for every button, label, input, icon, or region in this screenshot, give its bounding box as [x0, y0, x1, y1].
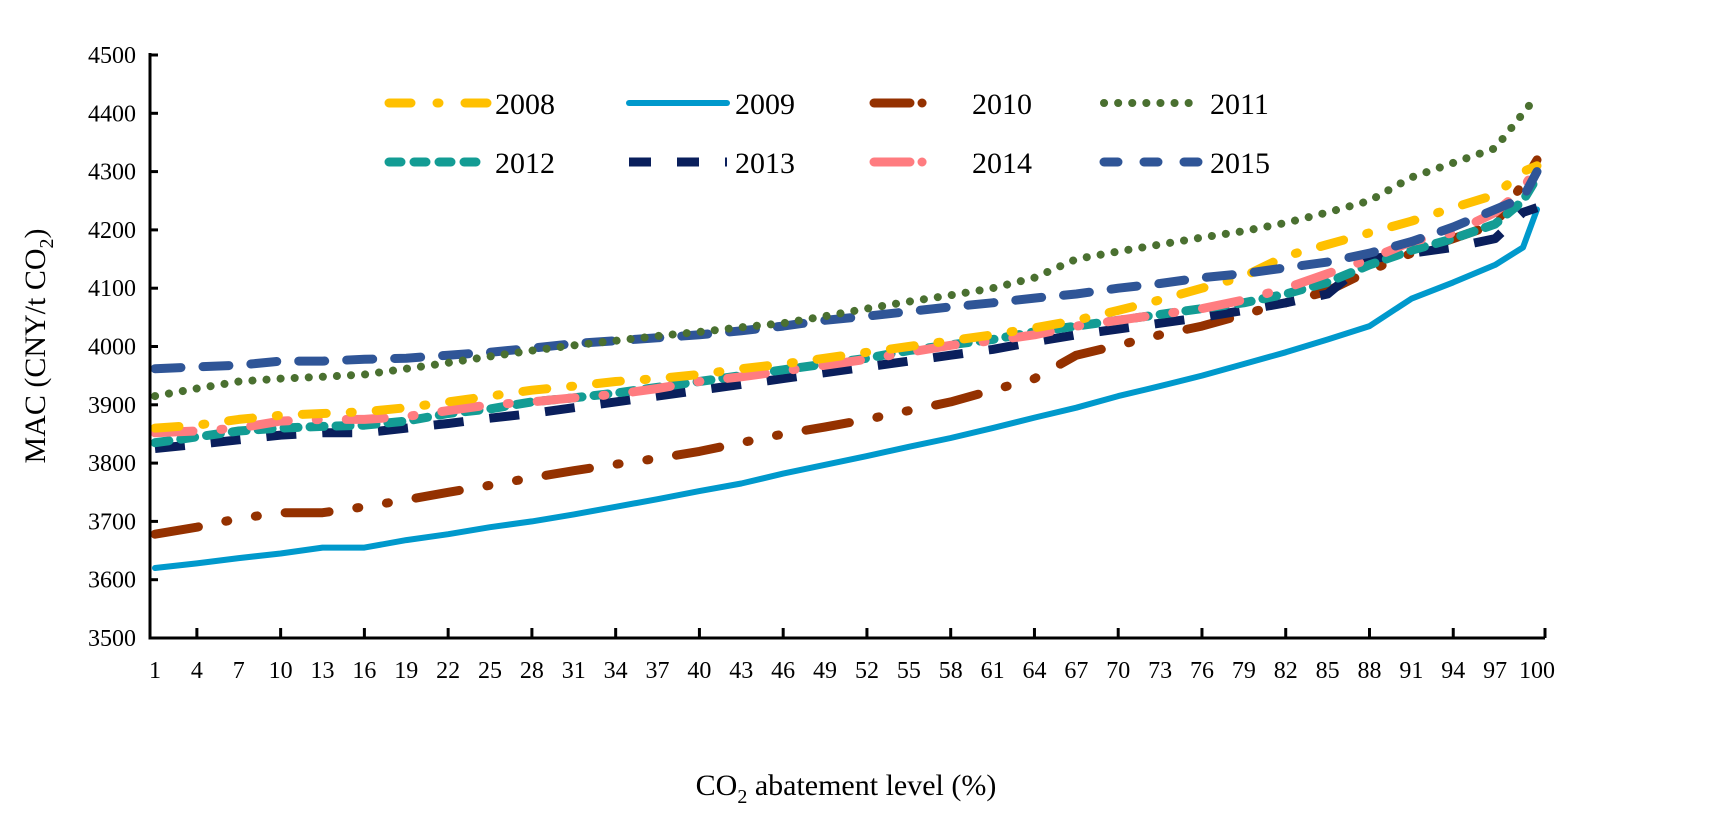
y-axis-title-end: ) [19, 228, 52, 238]
legend-label: 2008 [495, 88, 555, 121]
x-tick-label: 19 [394, 658, 418, 684]
legend-item-2009: 2009 [626, 88, 795, 121]
series-line-2008 [150, 161, 1542, 433]
x-tick-label: 13 [311, 658, 335, 684]
y-tick-label: 4200 [88, 218, 136, 244]
y-axis-title-subscript: 2 [36, 238, 58, 248]
y-tick-label: 4400 [88, 101, 136, 127]
legend-label: 2009 [735, 88, 795, 121]
y-tick-label: 4300 [88, 160, 136, 186]
series-line-2010 [150, 155, 1542, 539]
x-tick-label: 88 [1357, 658, 1381, 684]
x-tick-label: 28 [520, 658, 544, 684]
x-tick-label: 100 [1519, 658, 1555, 684]
series-line-2009 [152, 206, 1540, 571]
x-tick-label: 94 [1441, 658, 1465, 684]
x-tick-label: 64 [1022, 658, 1046, 684]
x-tick-label: 91 [1399, 658, 1423, 684]
x-tick-label: 40 [687, 658, 711, 684]
x-tick-label: 61 [981, 658, 1005, 684]
x-tick-label: 52 [855, 658, 879, 684]
y-axis-title: MAC (CNY/t CO2) [19, 228, 58, 463]
x-tick-label: 85 [1316, 658, 1340, 684]
x-ticks: 1 4 7 10 13 16 19 22 25 28 31 34 37 40 43 46 49 52 55 58 61 6… [149, 628, 1555, 684]
legend-label: 2014 [972, 147, 1032, 180]
x-tick-label: 37 [646, 658, 670, 684]
x-axis-title-subscript: 2 [737, 786, 747, 808]
x-tick-label: 55 [897, 658, 921, 684]
x-tick-label: 76 [1190, 658, 1214, 684]
series-line-2011 [151, 91, 1541, 401]
legend-label: 2015 [1210, 147, 1270, 180]
legend-item-2014: 2014 [869, 147, 1032, 180]
x-tick-label: 10 [269, 658, 293, 684]
series-line-2014 [150, 161, 1542, 438]
series-line-2012 [150, 172, 1542, 448]
legend: 2008 2009 2010 2011 2012 2013 2014 2015 [384, 88, 1270, 180]
x-tick-label: 82 [1274, 658, 1298, 684]
y-tick-label: 4000 [88, 335, 136, 361]
legend-label: 2012 [495, 147, 555, 180]
x-tick-label: 25 [478, 658, 502, 684]
plot-lines [150, 91, 1542, 571]
legend-item-2010: 2010 [869, 88, 1032, 121]
x-tick-label: 7 [233, 658, 245, 684]
x-axis-title-end: abatement level (%) [747, 769, 996, 802]
y-tick-label: 3800 [88, 451, 136, 477]
legend-label: 2010 [972, 88, 1032, 121]
x-tick-label: 79 [1232, 658, 1256, 684]
x-tick-label: 16 [352, 658, 376, 684]
legend-label: 2011 [1210, 88, 1269, 121]
legend-item-2011: 2011 [1100, 88, 1269, 121]
x-tick-label: 1 [149, 658, 161, 684]
y-ticks: 3500 3600 3700 3800 3900 4000 4100 4200 4300 4400… [88, 43, 158, 652]
legend-item-2015: 2015 [1099, 147, 1270, 180]
legend-item-2008: 2008 [384, 88, 555, 121]
x-tick-label: 4 [191, 658, 203, 684]
x-tick-label: 34 [604, 658, 628, 684]
y-tick-label: 3600 [88, 568, 136, 594]
x-tick-label: 73 [1148, 658, 1172, 684]
y-tick-label: 4100 [88, 276, 136, 302]
x-tick-label: 22 [436, 658, 460, 684]
series-line-2013 [154, 203, 1539, 453]
legend-label: 2013 [735, 147, 795, 180]
x-tick-label: 43 [729, 658, 753, 684]
legend-item-2012: 2012 [384, 147, 555, 180]
x-tick-label: 31 [562, 658, 586, 684]
y-tick-label: 3900 [88, 393, 136, 419]
legend-item-2013: 2013 [629, 147, 795, 180]
y-tick-label: 3700 [88, 509, 136, 535]
x-tick-label: 70 [1106, 658, 1130, 684]
x-tick-label: 49 [813, 658, 837, 684]
x-tick-label: 97 [1483, 658, 1507, 684]
y-tick-label: 3500 [88, 626, 136, 652]
x-tick-label: 58 [939, 658, 963, 684]
x-axis-title-main: CO [696, 769, 738, 802]
y-tick-label: 4500 [88, 43, 136, 69]
x-tick-label: 46 [771, 658, 795, 684]
series-line-2015 [150, 167, 1542, 374]
y-axis-title-main: MAC (CNY/t CO [19, 248, 52, 463]
x-axis-title: CO2 abatement level (%) [696, 769, 997, 808]
x-tick-label: 67 [1064, 658, 1088, 684]
